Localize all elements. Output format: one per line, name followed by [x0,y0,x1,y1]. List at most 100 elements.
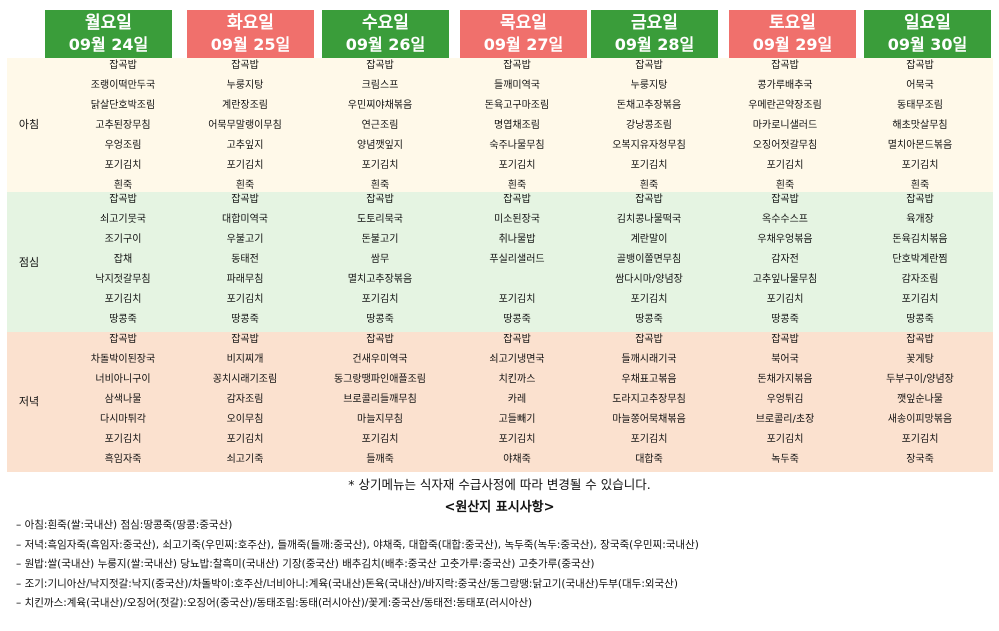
day-name: 토요일 [769,13,816,33]
menu-item: 포기김치 [766,160,804,171]
menu-item: 잡곡밥 [771,194,799,205]
menu-cell: 잡곡밥 들깨시래기국 우채표고볶음 도라지고추장무침 마늘쫑어묵채볶음 포기김치 대합죽 [584,330,714,470]
menu-item: 삼색나물 [104,394,142,405]
menu-item: 미소된장국 [494,214,540,225]
menu-cell: 잡곡밥 차돌박이된장국 너비아니구이 삼색나물 다시마튀각 포기김치 흑임자죽 [58,330,188,470]
menu-item: 옥수수스프 [762,214,808,225]
day-header: 금요일 09월 28일 [591,10,718,58]
menu-item: 건새우미역국 [352,354,408,365]
menu-item: 흰죽 [507,180,527,191]
menu-item: 포기김치 [361,160,399,171]
menu-cell: 잡곡밥 어묵국 동태무조림 해초맛살무침 멸치아몬드볶음 포기김치 흰죽 [855,56,985,196]
origin-title: <원산지 표시사항> [444,500,555,515]
menu-item: 녹두죽 [771,454,799,465]
menu-item: 마카로니샐러드 [752,120,818,131]
menu-item: 포기김치 [630,160,668,171]
meal-label: 저녁 [18,395,40,408]
menu-cell: 잡곡밥 누룽지탕 돈채고추장볶음 강낭콩조림 오복지유자청무침 포기김치 흰죽 [584,56,714,196]
menu-item: 도토리묵국 [357,214,403,225]
day-name: 목요일 [500,13,547,33]
menu-item: 땅콩죽 [635,314,663,325]
menu-item: 육개장 [906,214,934,225]
menu-cell: 잡곡밥 쇠고기뭇국 조기구이 잡채 낙지젓갈무침 포기김치 땅콩죽 [58,190,188,330]
menu-item: 우불고기 [226,234,264,245]
day-name: 화요일 [227,13,274,33]
day-header: 화요일 09월 25일 [187,10,314,58]
menu-item: 비지찌개 [226,354,264,365]
menu-cell: 잡곡밥 육개장 돈육김치볶음 단호박계란찜 감자조림 포기김치 땅콩죽 [855,190,985,330]
day-date: 09월 27일 [483,35,564,54]
menu-item: 야채죽 [503,454,531,465]
day-date: 09월 24일 [68,35,149,54]
menu-change-note: * 상기메뉴는 식자재 수급사정에 따라 변경될 수 있습니다. [348,477,651,492]
menu-item: 잡곡밥 [635,334,663,345]
breakfast-band [7,58,993,192]
menu-item: 계란장조림 [222,100,268,111]
menu-item: 잡곡밥 [503,194,531,205]
menu-item: 잡곡밥 [906,194,934,205]
menu-cell: 잡곡밥 비지찌개 꽁치시래기조림 감자조림 오이무침 포기김치 쇠고기죽 [180,330,310,470]
menu-item: 우메란곤약장조림 [748,100,822,111]
day-name: 금요일 [631,13,678,33]
menu-item: 쌈다시마/양념장 [615,274,683,285]
menu-item: 북어국 [771,354,799,365]
menu-item: 포기김치 [498,294,536,305]
menu-item: 우채우엉볶음 [757,234,813,245]
menu-item: 대합죽 [635,454,663,465]
origin-list: – 아침:흰죽(쌀:국내산) 점심:땅콩죽(땅콩:중국산) – 저녁:흑임자죽(… [16,516,986,614]
menu-item: 마늘지무침 [357,414,403,425]
menu-item: 깻잎순나물 [897,394,943,405]
day-date: 09월 26일 [345,35,426,54]
menu-item: 잡곡밥 [906,334,934,345]
menu-item: 흰죽 [370,180,390,191]
menu-item: 포기김치 [104,434,142,445]
day-header: 월요일 09월 24일 [45,10,172,58]
menu-cell: 잡곡밥 옥수수스프 우채우엉볶음 감자전 고추잎나물무침 포기김치 땅콩죽 [720,190,850,330]
menu-item: 포기김치 [361,294,399,305]
menu-item: 취나물밥 [498,234,536,245]
menu-item: 감자조림 [901,274,939,285]
menu-item: 포기김치 [226,434,264,445]
day-header: 일요일 09월 30일 [864,10,991,58]
meal-label: 아침 [18,118,40,131]
menu-item: 돈불고기 [361,234,399,245]
menu-item: 포기김치 [226,160,264,171]
menu-item: 쇠고기뭇국 [100,214,146,225]
dinner-band [7,332,993,472]
origin-line: – 치킨까스:계육(국내산)/오징어(젓갈):오징어(중국산)/동태조림:동태(… [16,597,533,609]
menu-item: 포기김치 [766,434,804,445]
menu-item: 어묵무말랭이무침 [208,120,282,131]
menu-item: 고들빼기 [498,414,536,425]
menu-item: 쇠고기죽 [226,454,264,465]
menu-item: 포기김치 [361,434,399,445]
meal-label: 점심 [18,256,40,269]
menu-item: 고추된장무침 [95,120,151,131]
menu-item: 흰죽 [775,180,795,191]
menu-item: 돈채가지볶음 [757,374,813,385]
menu-cell: 잡곡밥 콩가루배추국 우메란곤약장조림 마카로니샐러드 오징어젓갈무침 포기김치 흰죽 [720,56,850,196]
menu-cell: 잡곡밥 크림스프 우민찌야채볶음 연근조림 양념깻잎지 포기김치 흰죽 [315,56,445,196]
menu-item: 누룽지탕 [630,80,668,91]
menu-cell: 잡곡밥 도토리묵국 돈불고기 쌈무 멸치고추장볶음 포기김치 땅콩죽 [315,190,445,330]
menu-item: 포기김치 [226,294,264,305]
menu-item: 단호박계란찜 [892,254,948,265]
menu-item: 해초맛살무침 [892,120,948,131]
menu-cell: 잡곡밥 대합미역국 우불고기 동태전 파래무침 포기김치 땅콩죽 [180,190,310,330]
day-name: 수요일 [362,13,409,33]
menu-item: 다시마튀각 [100,414,146,425]
menu-cell: 잡곡밥 조랭이떡만두국 닭살단호박조림 고추된장무침 우엉조림 포기김치 흰죽 [58,56,188,196]
menu-item: 도라지고추장무침 [612,394,686,405]
menu-item: 멸치고추장볶음 [347,274,413,285]
menu-item: 크림스프 [361,80,399,91]
menu-item: 들깨시래기국 [621,354,677,365]
menu-item: 김치콩나물떡국 [616,214,682,225]
menu-item: 포기김치 [901,434,939,445]
menu-item: 동태무조림 [897,100,943,111]
menu-item: 우민찌야채볶음 [347,100,413,111]
menu-item: 잡곡밥 [366,194,394,205]
menu-item: 포기김치 [901,160,939,171]
menu-item: 치킨까스 [498,374,536,385]
menu-item: 잡곡밥 [109,60,137,71]
menu-item: 돈육김치볶음 [892,234,948,245]
menu-item: 잡곡밥 [635,194,663,205]
